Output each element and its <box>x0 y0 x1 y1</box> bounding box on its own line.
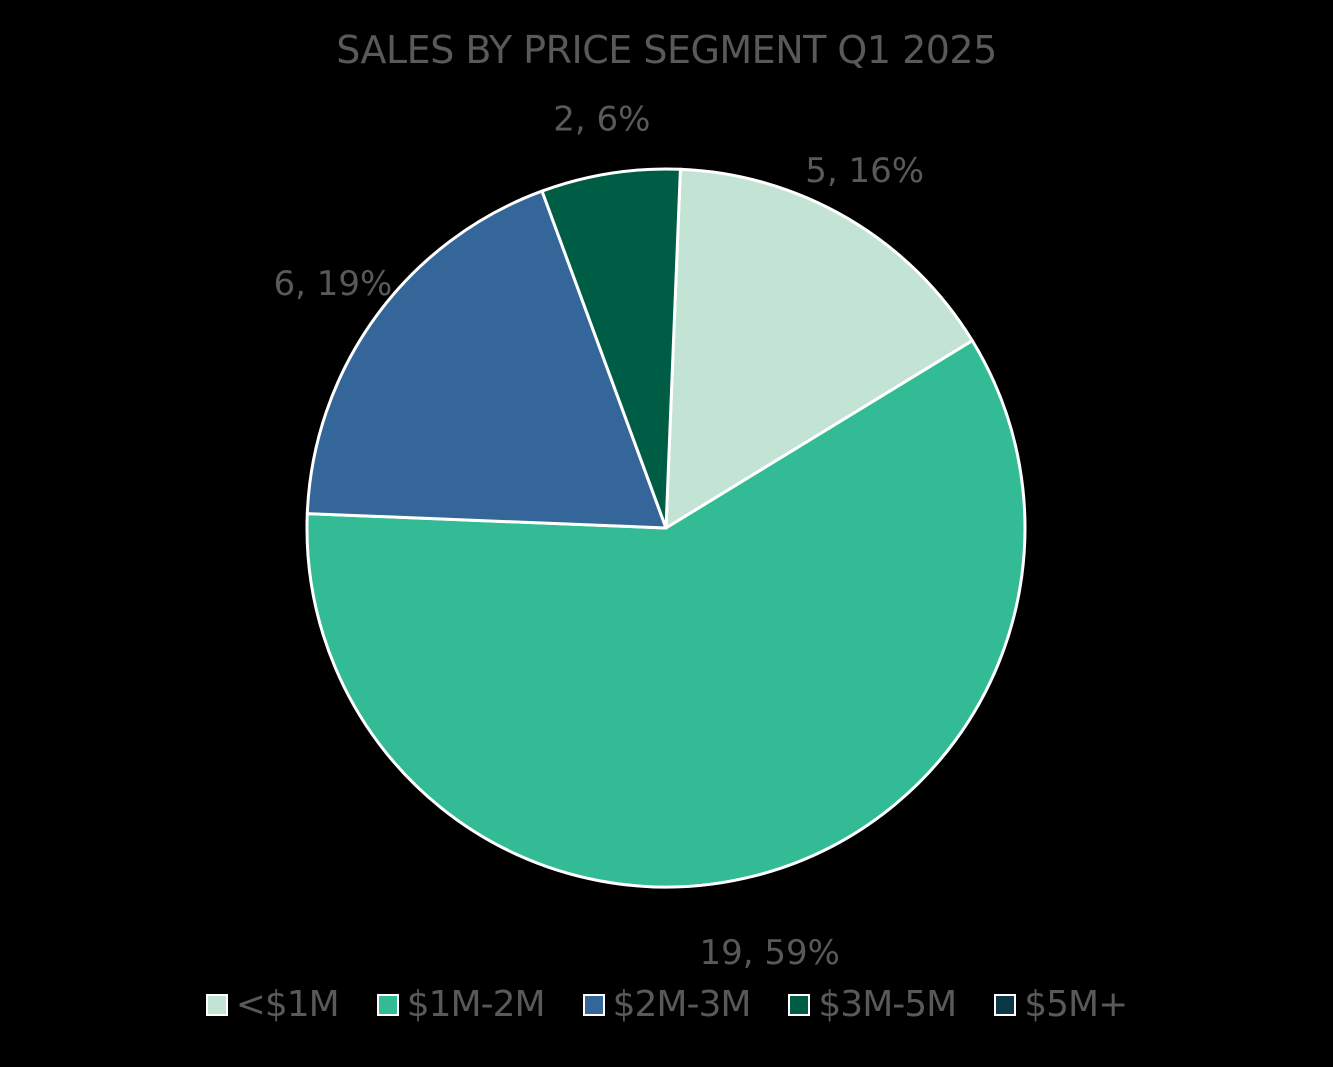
pie-data-label: 2, 6% <box>553 100 650 140</box>
chart-title: SALES BY PRICE SEGMENT Q1 2025 <box>336 28 997 72</box>
pie-data-label: 6, 19% <box>273 264 392 304</box>
legend-item-5m-plus: $5M+ <box>994 984 1128 1025</box>
chart-legend: <$1M $1M-2M $2M-3M $3M-5M $5M+ <box>0 984 1333 1025</box>
legend-swatch <box>376 993 399 1016</box>
pie-data-labels: 5, 16% 19, 59% 6, 19% 2, 6% <box>273 100 924 974</box>
legend-label: $3M-5M <box>818 984 957 1025</box>
legend-swatch <box>994 993 1017 1016</box>
legend-label: $1M-2M <box>406 984 546 1025</box>
legend-label: $5M+ <box>1024 984 1128 1025</box>
legend-swatch <box>788 993 811 1016</box>
pie-slice <box>305 339 1027 889</box>
pie-slice <box>540 167 682 530</box>
pie-slice <box>305 189 668 530</box>
pie-data-label: 5, 16% <box>805 151 924 191</box>
pie-slices <box>305 167 1027 889</box>
legend-item-under-1m: <$1M <box>205 984 340 1025</box>
pie-slice <box>664 167 974 530</box>
legend-label: $2M-3M <box>612 984 752 1025</box>
legend-item-2m-3m: $2M-3M <box>582 984 752 1025</box>
pie-data-label: 19, 59% <box>699 933 839 973</box>
legend-item-1m-2m: $1M-2M <box>376 984 546 1025</box>
legend-swatch <box>582 993 605 1016</box>
legend-item-3m-5m: $3M-5M <box>788 984 957 1025</box>
legend-swatch <box>205 993 228 1016</box>
legend-label: <$1M <box>235 984 340 1025</box>
